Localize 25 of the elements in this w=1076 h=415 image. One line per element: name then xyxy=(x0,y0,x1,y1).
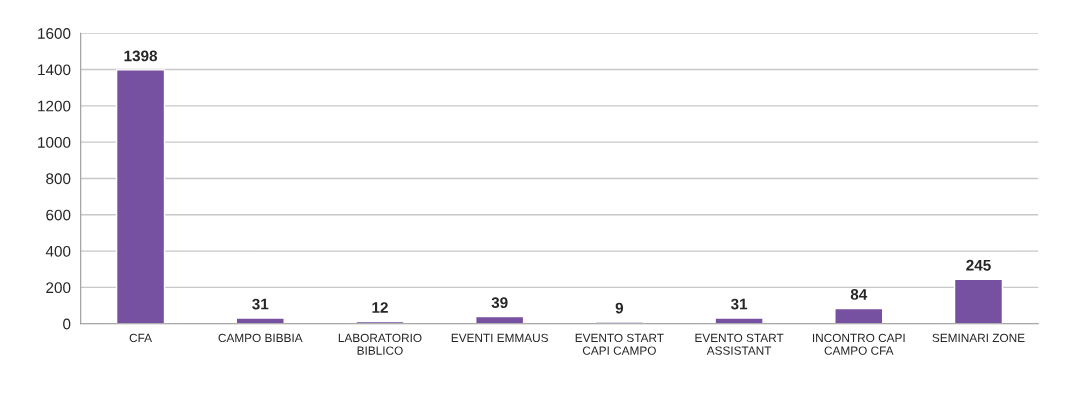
y-tick-label: 0 xyxy=(63,318,71,330)
y-tick-label: 200 xyxy=(46,282,71,294)
data-label: 9 xyxy=(615,302,624,314)
y-tick-label: 400 xyxy=(45,245,71,257)
x-tick-label: EVENTO START ASSISTANT xyxy=(695,333,784,355)
data-label: 39 xyxy=(491,297,508,309)
y-tick-label: 1400 xyxy=(38,64,71,76)
x-tick-label: LABORATORIO BIBLICO xyxy=(338,333,422,355)
data-label: 1398 xyxy=(124,50,158,62)
data-label: 245 xyxy=(966,259,991,271)
y-tick-label: 600 xyxy=(46,209,71,221)
data-label: 31 xyxy=(730,298,748,310)
x-tick-label: INCONTRO CAPI CAMPO CFA xyxy=(812,333,905,355)
x-tick-label: EVENTI EMMAUS xyxy=(451,333,548,343)
x-tick-label: CAMPO BIBBIA xyxy=(218,333,303,343)
y-tick-label: 1200 xyxy=(38,100,71,112)
data-label: 31 xyxy=(252,298,269,310)
data-label: 12 xyxy=(372,302,388,313)
x-tick-label: SEMINARI ZONE xyxy=(932,333,1025,343)
data-label: 84 xyxy=(850,289,868,300)
y-tick-label: 1000 xyxy=(38,137,71,148)
y-tick-label: 1600 xyxy=(38,28,71,39)
x-tick-label: CFA xyxy=(129,333,153,343)
y-tick-label: 800 xyxy=(46,173,71,185)
x-tick-label: EVENTO START CAPI CAMPO xyxy=(575,333,664,355)
